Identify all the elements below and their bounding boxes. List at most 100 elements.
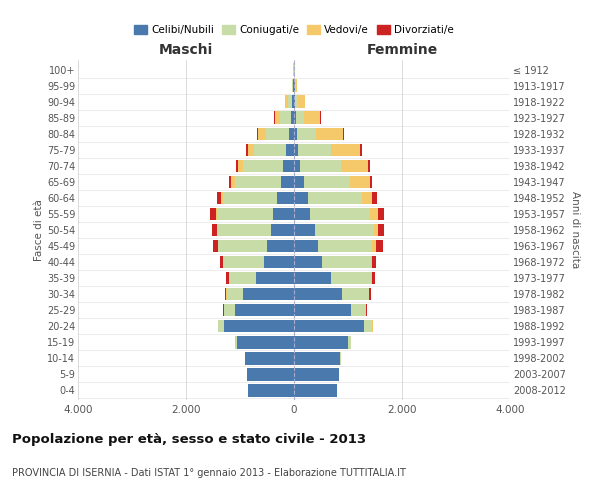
Y-axis label: Fasce di età: Fasce di età	[34, 199, 44, 261]
Bar	[341, 160, 368, 172]
Bar	[286, 96, 288, 108]
Bar	[291, 112, 294, 124]
Bar	[286, 144, 294, 156]
Bar	[295, 80, 296, 92]
Bar	[224, 320, 294, 332]
Bar	[301, 160, 341, 172]
Bar	[236, 160, 238, 172]
Bar	[236, 336, 238, 348]
Bar	[340, 352, 341, 364]
Bar	[294, 176, 304, 188]
Bar	[322, 256, 371, 268]
Bar	[221, 192, 223, 204]
Bar	[294, 208, 310, 220]
Bar	[314, 224, 374, 236]
Text: Femmine: Femmine	[367, 43, 437, 57]
Bar	[258, 128, 266, 140]
Bar	[218, 240, 267, 252]
Bar	[294, 96, 295, 108]
Bar	[254, 144, 286, 156]
Bar	[226, 272, 229, 284]
Bar	[378, 224, 383, 236]
Bar	[274, 208, 294, 220]
Bar	[215, 208, 217, 220]
Bar	[246, 144, 248, 156]
Bar	[294, 160, 301, 172]
Bar	[238, 160, 242, 172]
Bar	[361, 192, 372, 204]
Bar	[280, 112, 291, 124]
Bar	[238, 336, 294, 348]
Bar	[217, 224, 271, 236]
Bar	[364, 320, 372, 332]
Bar	[350, 176, 370, 188]
Bar	[350, 304, 366, 316]
Bar	[372, 192, 377, 204]
Bar	[368, 160, 370, 172]
Bar	[224, 304, 235, 316]
Bar	[372, 240, 376, 252]
Bar	[242, 288, 294, 300]
Bar	[370, 208, 378, 220]
Bar	[212, 224, 217, 236]
Bar	[227, 288, 242, 300]
Bar	[229, 272, 256, 284]
Bar	[297, 128, 316, 140]
Legend: Celibi/Nubili, Coniugati/e, Vedovi/e, Divorziati/e: Celibi/Nubili, Coniugati/e, Vedovi/e, Di…	[130, 21, 458, 40]
Bar	[372, 272, 375, 284]
Bar	[295, 96, 298, 108]
Bar	[319, 240, 372, 252]
Bar	[294, 336, 348, 348]
Bar	[267, 240, 294, 252]
Bar	[304, 176, 350, 188]
Bar	[294, 192, 308, 204]
Bar	[371, 272, 372, 284]
Bar	[304, 112, 320, 124]
Bar	[217, 208, 274, 220]
Bar	[294, 384, 337, 396]
Bar	[248, 384, 294, 396]
Bar	[242, 160, 283, 172]
Bar	[283, 160, 294, 172]
Bar	[378, 208, 384, 220]
Bar	[298, 96, 305, 108]
Bar	[331, 272, 371, 284]
Y-axis label: Anni di nascita: Anni di nascita	[569, 192, 580, 268]
Bar	[256, 272, 294, 284]
Bar	[292, 80, 293, 92]
Bar	[296, 80, 297, 92]
Bar	[294, 352, 340, 364]
Bar	[224, 288, 226, 300]
Text: PROVINCIA DI ISERNIA - Dati ISTAT 1° gennaio 2013 - Elaborazione TUTTITALIA.IT: PROVINCIA DI ISERNIA - Dati ISTAT 1° gen…	[12, 468, 406, 477]
Bar	[370, 176, 372, 188]
Bar	[247, 368, 294, 380]
Bar	[281, 176, 294, 188]
Bar	[376, 240, 383, 252]
Bar	[235, 176, 281, 188]
Bar	[371, 256, 372, 268]
Bar	[294, 368, 339, 380]
Bar	[348, 336, 350, 348]
Bar	[264, 256, 294, 268]
Bar	[235, 304, 294, 316]
Bar	[316, 128, 343, 140]
Bar	[294, 288, 341, 300]
Bar	[289, 128, 294, 140]
Bar	[308, 192, 361, 204]
Bar	[331, 144, 361, 156]
Bar	[372, 256, 376, 268]
Text: Maschi: Maschi	[159, 43, 213, 57]
Bar	[341, 288, 368, 300]
Bar	[294, 112, 296, 124]
Bar	[374, 224, 378, 236]
Bar	[213, 240, 218, 252]
Bar	[223, 192, 277, 204]
Bar	[298, 144, 331, 156]
Bar	[369, 288, 371, 300]
Bar	[223, 256, 264, 268]
Bar	[292, 96, 294, 108]
Bar	[296, 112, 304, 124]
Bar	[294, 240, 319, 252]
Bar	[275, 112, 280, 124]
Bar	[266, 128, 289, 140]
